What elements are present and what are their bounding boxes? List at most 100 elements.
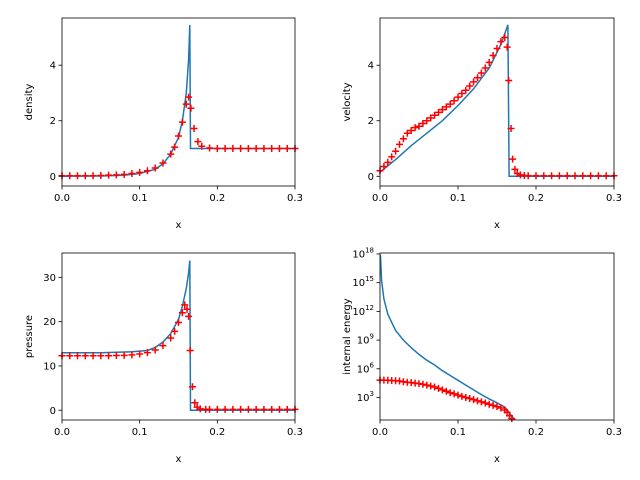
data-point-marker	[462, 394, 470, 402]
data-point-marker	[489, 401, 497, 409]
data-point-marker	[175, 319, 182, 327]
data-point-marker	[66, 352, 74, 360]
x-axis-label: x	[176, 220, 182, 231]
data-point-marker	[411, 124, 419, 132]
y-axis-label: pressure	[24, 315, 35, 358]
data-point-marker	[477, 69, 485, 77]
data-point-marker	[175, 132, 182, 140]
data-point-marker	[474, 397, 481, 405]
data-point-marker	[462, 86, 470, 94]
tick-exponent: 3	[370, 390, 374, 398]
data-point-marker	[186, 346, 194, 354]
data-point-marker	[481, 64, 489, 72]
data-point-marker	[252, 145, 260, 153]
data-point-marker	[81, 352, 89, 360]
data-point-marker	[105, 171, 113, 179]
data-point-marker	[112, 171, 120, 179]
data-point-marker	[427, 114, 435, 122]
data-point-marker	[252, 405, 260, 413]
data-point-marker	[419, 380, 427, 388]
data-point-marker	[128, 170, 136, 178]
data-point-marker	[283, 145, 291, 153]
x-tick-label: 0.2	[209, 193, 225, 204]
data-point-marker	[81, 172, 89, 180]
data-point-marker	[136, 350, 144, 358]
x-tick-label: 0.2	[209, 427, 225, 438]
data-point-marker	[481, 399, 489, 407]
data-point-marker	[120, 351, 128, 359]
data-point-marker	[183, 305, 191, 313]
data-point-marker	[403, 129, 411, 137]
tick-exponent: 9	[370, 333, 374, 341]
data-point-marker	[503, 43, 511, 51]
y-tick-label: 4	[50, 61, 56, 72]
data-point-marker	[185, 312, 193, 320]
data-point-marker	[221, 405, 229, 413]
data-point-marker	[579, 172, 587, 180]
data-point-marker	[450, 390, 458, 398]
x-tick-label: 0.0	[372, 427, 388, 438]
data-point-marker	[384, 158, 392, 166]
data-point-marker	[458, 90, 466, 98]
data-point-marker	[283, 405, 291, 413]
axes-frame	[379, 252, 615, 421]
data-point-marker	[185, 93, 193, 101]
data-point-marker	[136, 168, 144, 176]
data-point-marker	[194, 138, 202, 146]
x-tick-label: 0.2	[528, 427, 544, 438]
data-point-marker	[509, 155, 517, 163]
data-point-marker	[431, 383, 439, 391]
data-point-marker	[555, 172, 563, 180]
data-point-marker	[206, 144, 214, 152]
axes-frame	[61, 17, 296, 187]
y-axis-label: density	[24, 84, 35, 121]
y-tick-label: 20	[43, 317, 56, 328]
data-point-marker	[470, 78, 478, 86]
data-point-marker	[188, 383, 196, 391]
x-axis-label: x	[494, 220, 500, 231]
data-point-marker	[213, 405, 221, 413]
data-point-marker	[505, 76, 513, 84]
data-point-marker	[438, 386, 446, 394]
data-point-marker	[524, 172, 532, 180]
data-point-marker	[237, 145, 245, 153]
y-tick-label: 0	[50, 172, 56, 183]
x-tick-label: 0.3	[606, 427, 622, 438]
data-point-marker	[128, 351, 136, 359]
data-point-marker	[415, 122, 423, 130]
data-point-marker	[182, 100, 190, 108]
data-point-marker	[602, 172, 610, 180]
data-point-marker	[178, 118, 186, 126]
data-point-marker	[74, 352, 82, 360]
y-tick-label: 0	[50, 406, 56, 417]
data-point-marker	[229, 405, 237, 413]
data-point-marker	[446, 389, 454, 397]
data-point-marker	[442, 387, 450, 395]
data-point-marker	[489, 51, 497, 59]
data-point-marker	[66, 172, 74, 180]
data-point-marker	[399, 135, 407, 143]
data-point-marker	[435, 384, 442, 392]
x-tick-label: 0.0	[54, 193, 70, 204]
data-point-marker	[178, 309, 186, 317]
data-point-marker	[74, 172, 82, 180]
y-axis-label: internal energy	[342, 298, 353, 374]
x-axis-label: x	[176, 454, 182, 465]
data-point-marker	[159, 342, 167, 350]
data-point-marker	[244, 145, 252, 153]
data-point-marker	[268, 145, 276, 153]
data-point-marker	[97, 171, 105, 179]
data-point-marker	[466, 82, 474, 90]
data-point-marker	[454, 391, 462, 399]
data-point-marker	[275, 405, 283, 413]
data-point-marker	[507, 125, 515, 133]
series-line	[380, 24, 614, 178]
data-point-marker	[431, 111, 439, 119]
data-point-marker	[198, 142, 206, 150]
data-point-marker	[380, 163, 388, 171]
data-point-marker	[563, 172, 571, 180]
data-point-marker	[190, 125, 198, 133]
data-point-marker	[105, 352, 113, 360]
data-point-marker	[450, 97, 458, 105]
data-point-marker	[438, 106, 446, 114]
